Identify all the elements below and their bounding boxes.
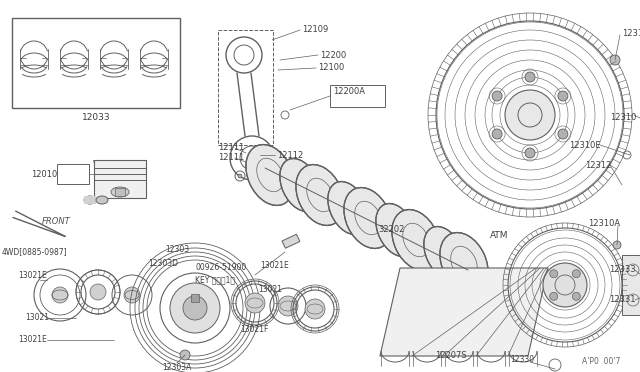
Ellipse shape [392, 209, 440, 270]
Circle shape [558, 129, 568, 139]
Text: 13021E: 13021E [18, 270, 47, 279]
Text: 12330: 12330 [510, 356, 534, 365]
Circle shape [550, 270, 557, 278]
Text: 13021: 13021 [25, 314, 49, 323]
Text: 13021: 13021 [258, 285, 282, 295]
Circle shape [572, 292, 580, 300]
Circle shape [180, 350, 190, 360]
Text: 12109: 12109 [302, 26, 328, 35]
Circle shape [278, 296, 298, 316]
Ellipse shape [376, 203, 416, 256]
Ellipse shape [111, 187, 129, 197]
Text: KEY キー（1）: KEY キー（1） [195, 276, 235, 285]
Text: 12207S: 12207S [435, 350, 467, 359]
Circle shape [525, 148, 535, 158]
Text: 13021F: 13021F [240, 326, 268, 334]
Circle shape [492, 91, 502, 101]
Text: 4WD[0885-0987]: 4WD[0885-0987] [2, 247, 68, 257]
Circle shape [52, 287, 68, 303]
Ellipse shape [344, 187, 392, 248]
Text: ATM: ATM [490, 231, 509, 240]
Bar [330, 85, 385, 107]
Text: 12310: 12310 [610, 113, 636, 122]
Text: 12303D: 12303D [148, 259, 178, 267]
Text: 12111: 12111 [218, 142, 244, 151]
Text: 12310E: 12310E [570, 141, 601, 150]
Ellipse shape [424, 227, 464, 279]
Circle shape [610, 55, 620, 65]
Text: 32202: 32202 [378, 225, 404, 234]
Text: 12100: 12100 [318, 64, 344, 73]
Circle shape [550, 292, 557, 300]
Circle shape [572, 270, 580, 278]
Ellipse shape [296, 164, 344, 225]
Text: 12331: 12331 [609, 295, 636, 305]
Text: 12112: 12112 [277, 151, 303, 160]
Text: 12312: 12312 [584, 160, 611, 170]
Ellipse shape [440, 232, 488, 294]
Ellipse shape [328, 182, 368, 234]
Text: 12111: 12111 [218, 153, 244, 161]
Circle shape [525, 72, 535, 82]
Text: 12200: 12200 [320, 51, 346, 60]
Bar [94, 160, 146, 198]
Text: 00926-51900: 00926-51900 [195, 263, 246, 273]
Circle shape [170, 283, 220, 333]
Circle shape [183, 296, 207, 320]
Circle shape [262, 174, 266, 178]
Circle shape [613, 241, 621, 249]
Ellipse shape [280, 158, 320, 212]
Text: 12033: 12033 [82, 113, 110, 122]
Text: 12333: 12333 [609, 266, 636, 275]
Bar [191, 294, 199, 302]
Bar [57, 164, 89, 184]
Text: 13021E: 13021E [260, 260, 289, 269]
Circle shape [305, 299, 325, 319]
Bar [115, 188, 125, 196]
Circle shape [238, 174, 242, 178]
Text: A'P0  00'7: A'P0 00'7 [582, 357, 620, 366]
Text: 12303A: 12303A [162, 363, 191, 372]
Bar [282, 234, 300, 248]
Circle shape [492, 129, 502, 139]
Text: 12310A: 12310A [622, 29, 640, 38]
Circle shape [245, 293, 265, 313]
Circle shape [90, 284, 106, 300]
Text: FRONT: FRONT [42, 218, 71, 227]
Text: 12010: 12010 [31, 170, 57, 179]
Ellipse shape [246, 145, 294, 205]
Text: 13021E: 13021E [18, 336, 47, 344]
Bar [12, 18, 180, 108]
Text: 12310A: 12310A [588, 219, 620, 228]
Text: 12200A: 12200A [333, 87, 365, 96]
Bar [622, 255, 640, 315]
Text: 12303: 12303 [165, 246, 189, 254]
Bar [84, 196, 96, 204]
Circle shape [505, 90, 555, 140]
Circle shape [124, 287, 140, 303]
Circle shape [558, 91, 568, 101]
Ellipse shape [84, 196, 96, 204]
Bar [218, 30, 273, 145]
Polygon shape [380, 268, 548, 356]
Circle shape [543, 263, 587, 307]
Ellipse shape [96, 196, 108, 204]
